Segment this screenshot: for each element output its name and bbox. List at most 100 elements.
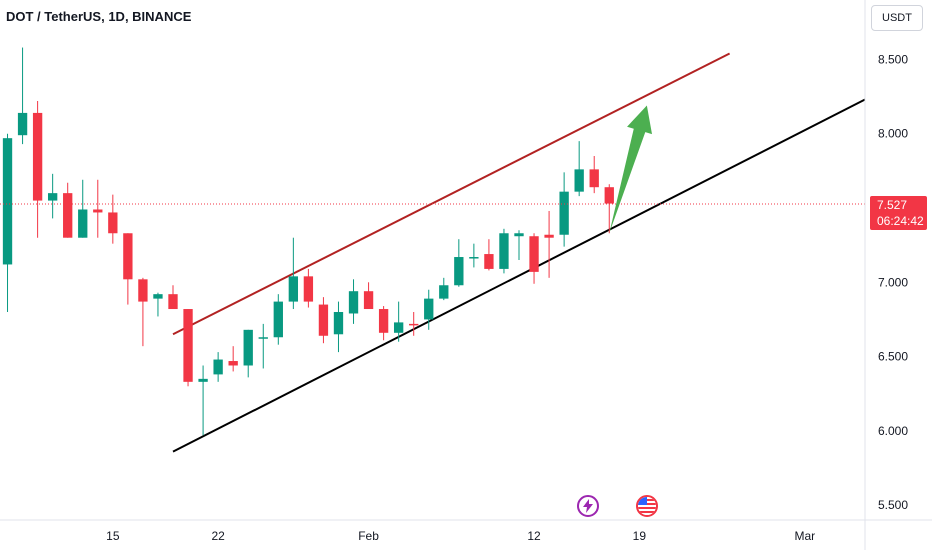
candle: [123, 233, 133, 305]
candle: [168, 285, 178, 310]
projection-arrow: [609, 105, 652, 234]
candle-body: [333, 312, 344, 335]
candle-body: [243, 329, 253, 366]
candle: [454, 239, 464, 287]
candle-body: [258, 337, 268, 339]
candle-body: [32, 112, 43, 201]
candle: [32, 101, 43, 238]
candle: [514, 230, 524, 260]
candle-body: [303, 276, 314, 302]
candle: [108, 194, 118, 244]
candle: [348, 279, 359, 324]
candle: [183, 309, 193, 387]
candle-body: [288, 276, 299, 302]
candle: [574, 141, 584, 197]
x-tick-label: 22: [211, 529, 225, 543]
candle-body: [2, 138, 13, 265]
candle-body: [484, 254, 494, 269]
candle: [604, 184, 614, 234]
candle: [78, 179, 88, 238]
candle: [63, 182, 73, 238]
candle-body: [454, 257, 464, 286]
candle-body: [123, 233, 133, 280]
candle: [439, 277, 449, 301]
y-tick-label: 6.000: [878, 424, 908, 438]
currency-selector-button[interactable]: USDT: [871, 5, 923, 31]
candle-body: [17, 112, 28, 136]
last-price-value: 7.527: [877, 198, 908, 212]
candle: [258, 323, 268, 369]
candle: [559, 172, 569, 247]
candle-body: [424, 298, 434, 320]
candle-body: [153, 294, 163, 299]
candle-body: [198, 378, 208, 382]
candle-body: [318, 304, 329, 336]
candle: [363, 282, 374, 310]
y-tick-label: 5.500: [878, 498, 908, 512]
candle-body: [393, 322, 404, 333]
x-tick-label: Mar: [794, 529, 815, 543]
candle-body: [93, 209, 103, 213]
candle: [529, 233, 539, 284]
candle: [288, 237, 299, 310]
candle: [213, 352, 223, 382]
candle: [318, 297, 329, 344]
candle-body: [63, 193, 73, 238]
candle-body: [409, 323, 419, 326]
candle-body: [469, 257, 479, 259]
trendline-lower[interactable]: [172, 98, 866, 453]
candle: [469, 243, 479, 268]
candle: [138, 277, 148, 347]
candle-countdown: 06:24:42: [877, 214, 924, 228]
projection-arrow-shape: [609, 105, 652, 234]
candle-body: [514, 233, 524, 237]
candle-body: [228, 361, 238, 366]
chart-title: DOT / TetherUS, 1D, BINANCE: [6, 9, 192, 24]
candle: [93, 179, 103, 238]
candle-body: [47, 193, 58, 201]
candle: [544, 210, 554, 278]
candle: [589, 156, 599, 194]
candle: [243, 329, 253, 378]
candle-body: [589, 169, 599, 188]
candle: [2, 133, 13, 312]
candle: [499, 228, 509, 274]
candle-body: [529, 236, 539, 272]
candle-body: [183, 309, 193, 382]
trendline-upper[interactable]: [172, 52, 731, 336]
candle: [378, 306, 389, 341]
last-price-badge: 7.527 06:24:42: [870, 196, 927, 230]
candle: [333, 301, 344, 353]
candle: [409, 312, 419, 336]
lightning-event-icon[interactable]: [577, 495, 599, 517]
candle-body: [544, 234, 554, 238]
candle-body: [574, 169, 584, 192]
candle: [47, 173, 58, 219]
candle-body: [559, 191, 569, 235]
candle: [484, 239, 494, 271]
candle-body: [439, 285, 449, 299]
candle: [153, 292, 163, 317]
candle-body: [213, 359, 223, 375]
candle-body: [78, 209, 88, 238]
candle-body: [378, 309, 389, 333]
candle-body: [348, 291, 359, 314]
candle: [273, 294, 283, 345]
trendlines[interactable]: [172, 52, 866, 453]
x-tick-label: Feb: [358, 529, 379, 543]
candle: [303, 268, 314, 308]
candle-body: [138, 279, 148, 302]
y-tick-label: 8.500: [878, 52, 908, 66]
us-flag-event-icon[interactable]: [636, 495, 658, 517]
candle: [17, 47, 28, 145]
x-tick-label: 19: [633, 529, 647, 543]
candle: [424, 289, 434, 330]
candle-body: [168, 294, 178, 310]
candle-body: [604, 187, 614, 204]
candle: [393, 301, 404, 342]
x-tick-label: 15: [106, 529, 120, 543]
candle-body: [499, 233, 509, 269]
y-tick-label: 8.000: [878, 127, 908, 141]
